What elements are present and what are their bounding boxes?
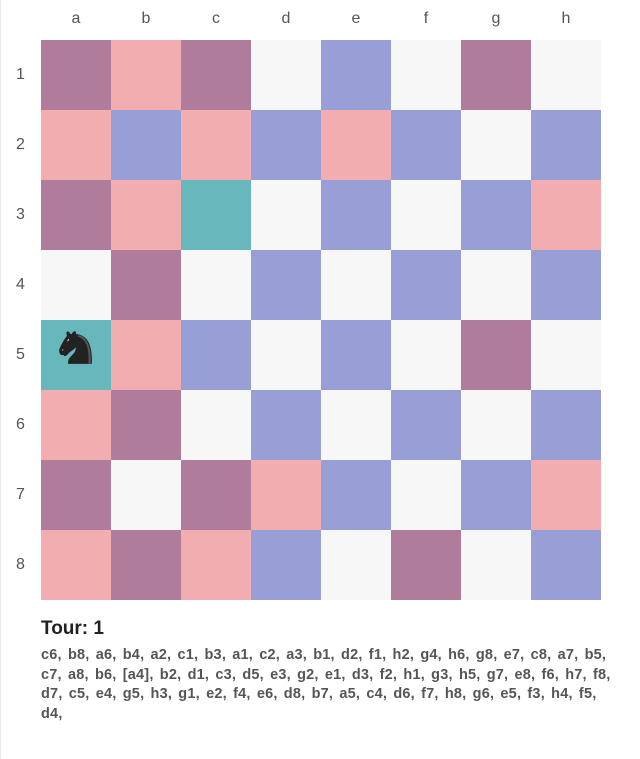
- chess-board[interactable]: [41, 40, 601, 600]
- square-g5[interactable]: [461, 320, 531, 390]
- square-e4[interactable]: [321, 250, 391, 320]
- square-g1[interactable]: [461, 40, 531, 110]
- row-labels: 1 2 3 4 5 6 7 8: [0, 40, 41, 600]
- square-h3[interactable]: [531, 180, 601, 250]
- square-e3[interactable]: [321, 180, 391, 250]
- square-g4[interactable]: [461, 250, 531, 320]
- row-label-7: 7: [16, 486, 25, 503]
- left-edge-divider: [0, 0, 1, 759]
- square-a2[interactable]: [41, 110, 111, 180]
- square-d6[interactable]: [251, 390, 321, 460]
- square-g6[interactable]: [461, 390, 531, 460]
- square-a6[interactable]: [41, 390, 111, 460]
- square-f5[interactable]: [391, 320, 461, 390]
- square-a5[interactable]: [41, 320, 111, 390]
- column-label-d: d: [281, 10, 291, 27]
- square-b6[interactable]: [111, 390, 181, 460]
- square-d3[interactable]: [251, 180, 321, 250]
- move-history: c6, b8, a6, b4, a2, c1, b3, a1, c2, a3, …: [41, 647, 611, 722]
- square-h6[interactable]: [531, 390, 601, 460]
- square-d1[interactable]: [251, 40, 321, 110]
- square-g8[interactable]: [461, 530, 531, 600]
- square-f8[interactable]: [391, 530, 461, 600]
- square-b7[interactable]: [111, 460, 181, 530]
- square-b5[interactable]: [111, 320, 181, 390]
- square-f6[interactable]: [391, 390, 461, 460]
- square-c4[interactable]: [181, 250, 251, 320]
- row-label-3: 3: [16, 206, 25, 223]
- square-a4[interactable]: [41, 250, 111, 320]
- square-f1[interactable]: [391, 40, 461, 110]
- turn-indicator: Tour: 1: [41, 618, 104, 639]
- square-g2[interactable]: [461, 110, 531, 180]
- square-e2[interactable]: [321, 110, 391, 180]
- square-f3[interactable]: [391, 180, 461, 250]
- square-h4[interactable]: [531, 250, 601, 320]
- square-f2[interactable]: [391, 110, 461, 180]
- column-labels: a b c d e f g h: [41, 8, 601, 30]
- row-label-8: 8: [16, 556, 25, 573]
- knight-icon[interactable]: [54, 325, 98, 385]
- square-c8[interactable]: [181, 530, 251, 600]
- square-h1[interactable]: [531, 40, 601, 110]
- square-h7[interactable]: [531, 460, 601, 530]
- square-b3[interactable]: [111, 180, 181, 250]
- square-a1[interactable]: [41, 40, 111, 110]
- square-f7[interactable]: [391, 460, 461, 530]
- row-label-6: 6: [16, 416, 25, 433]
- square-d8[interactable]: [251, 530, 321, 600]
- square-a7[interactable]: [41, 460, 111, 530]
- square-b1[interactable]: [111, 40, 181, 110]
- square-e7[interactable]: [321, 460, 391, 530]
- column-label-e: e: [351, 10, 361, 27]
- column-label-f: f: [423, 10, 429, 27]
- square-c7[interactable]: [181, 460, 251, 530]
- row-label-1: 1: [16, 66, 25, 83]
- square-d4[interactable]: [251, 250, 321, 320]
- column-label-h: h: [561, 10, 571, 27]
- square-c5[interactable]: [181, 320, 251, 390]
- square-g3[interactable]: [461, 180, 531, 250]
- square-a8[interactable]: [41, 530, 111, 600]
- square-g7[interactable]: [461, 460, 531, 530]
- square-e5[interactable]: [321, 320, 391, 390]
- square-c3[interactable]: [181, 180, 251, 250]
- column-label-b: b: [141, 10, 151, 27]
- square-h2[interactable]: [531, 110, 601, 180]
- square-b8[interactable]: [111, 530, 181, 600]
- square-e8[interactable]: [321, 530, 391, 600]
- square-e6[interactable]: [321, 390, 391, 460]
- row-label-4: 4: [16, 276, 25, 293]
- square-a3[interactable]: [41, 180, 111, 250]
- column-label-c: c: [212, 10, 220, 27]
- square-f4[interactable]: [391, 250, 461, 320]
- square-d7[interactable]: [251, 460, 321, 530]
- square-d5[interactable]: [251, 320, 321, 390]
- square-c2[interactable]: [181, 110, 251, 180]
- column-label-g: g: [491, 10, 501, 27]
- square-h5[interactable]: [531, 320, 601, 390]
- row-label-5: 5: [16, 346, 25, 363]
- square-c6[interactable]: [181, 390, 251, 460]
- square-b4[interactable]: [111, 250, 181, 320]
- row-label-2: 2: [16, 136, 25, 153]
- square-d2[interactable]: [251, 110, 321, 180]
- square-b2[interactable]: [111, 110, 181, 180]
- column-label-a: a: [71, 10, 81, 27]
- square-e1[interactable]: [321, 40, 391, 110]
- square-c1[interactable]: [181, 40, 251, 110]
- square-h8[interactable]: [531, 530, 601, 600]
- game-info: Tour: 1 c6, b8, a6, b4, a2, c1, b3, a1, …: [41, 616, 611, 724]
